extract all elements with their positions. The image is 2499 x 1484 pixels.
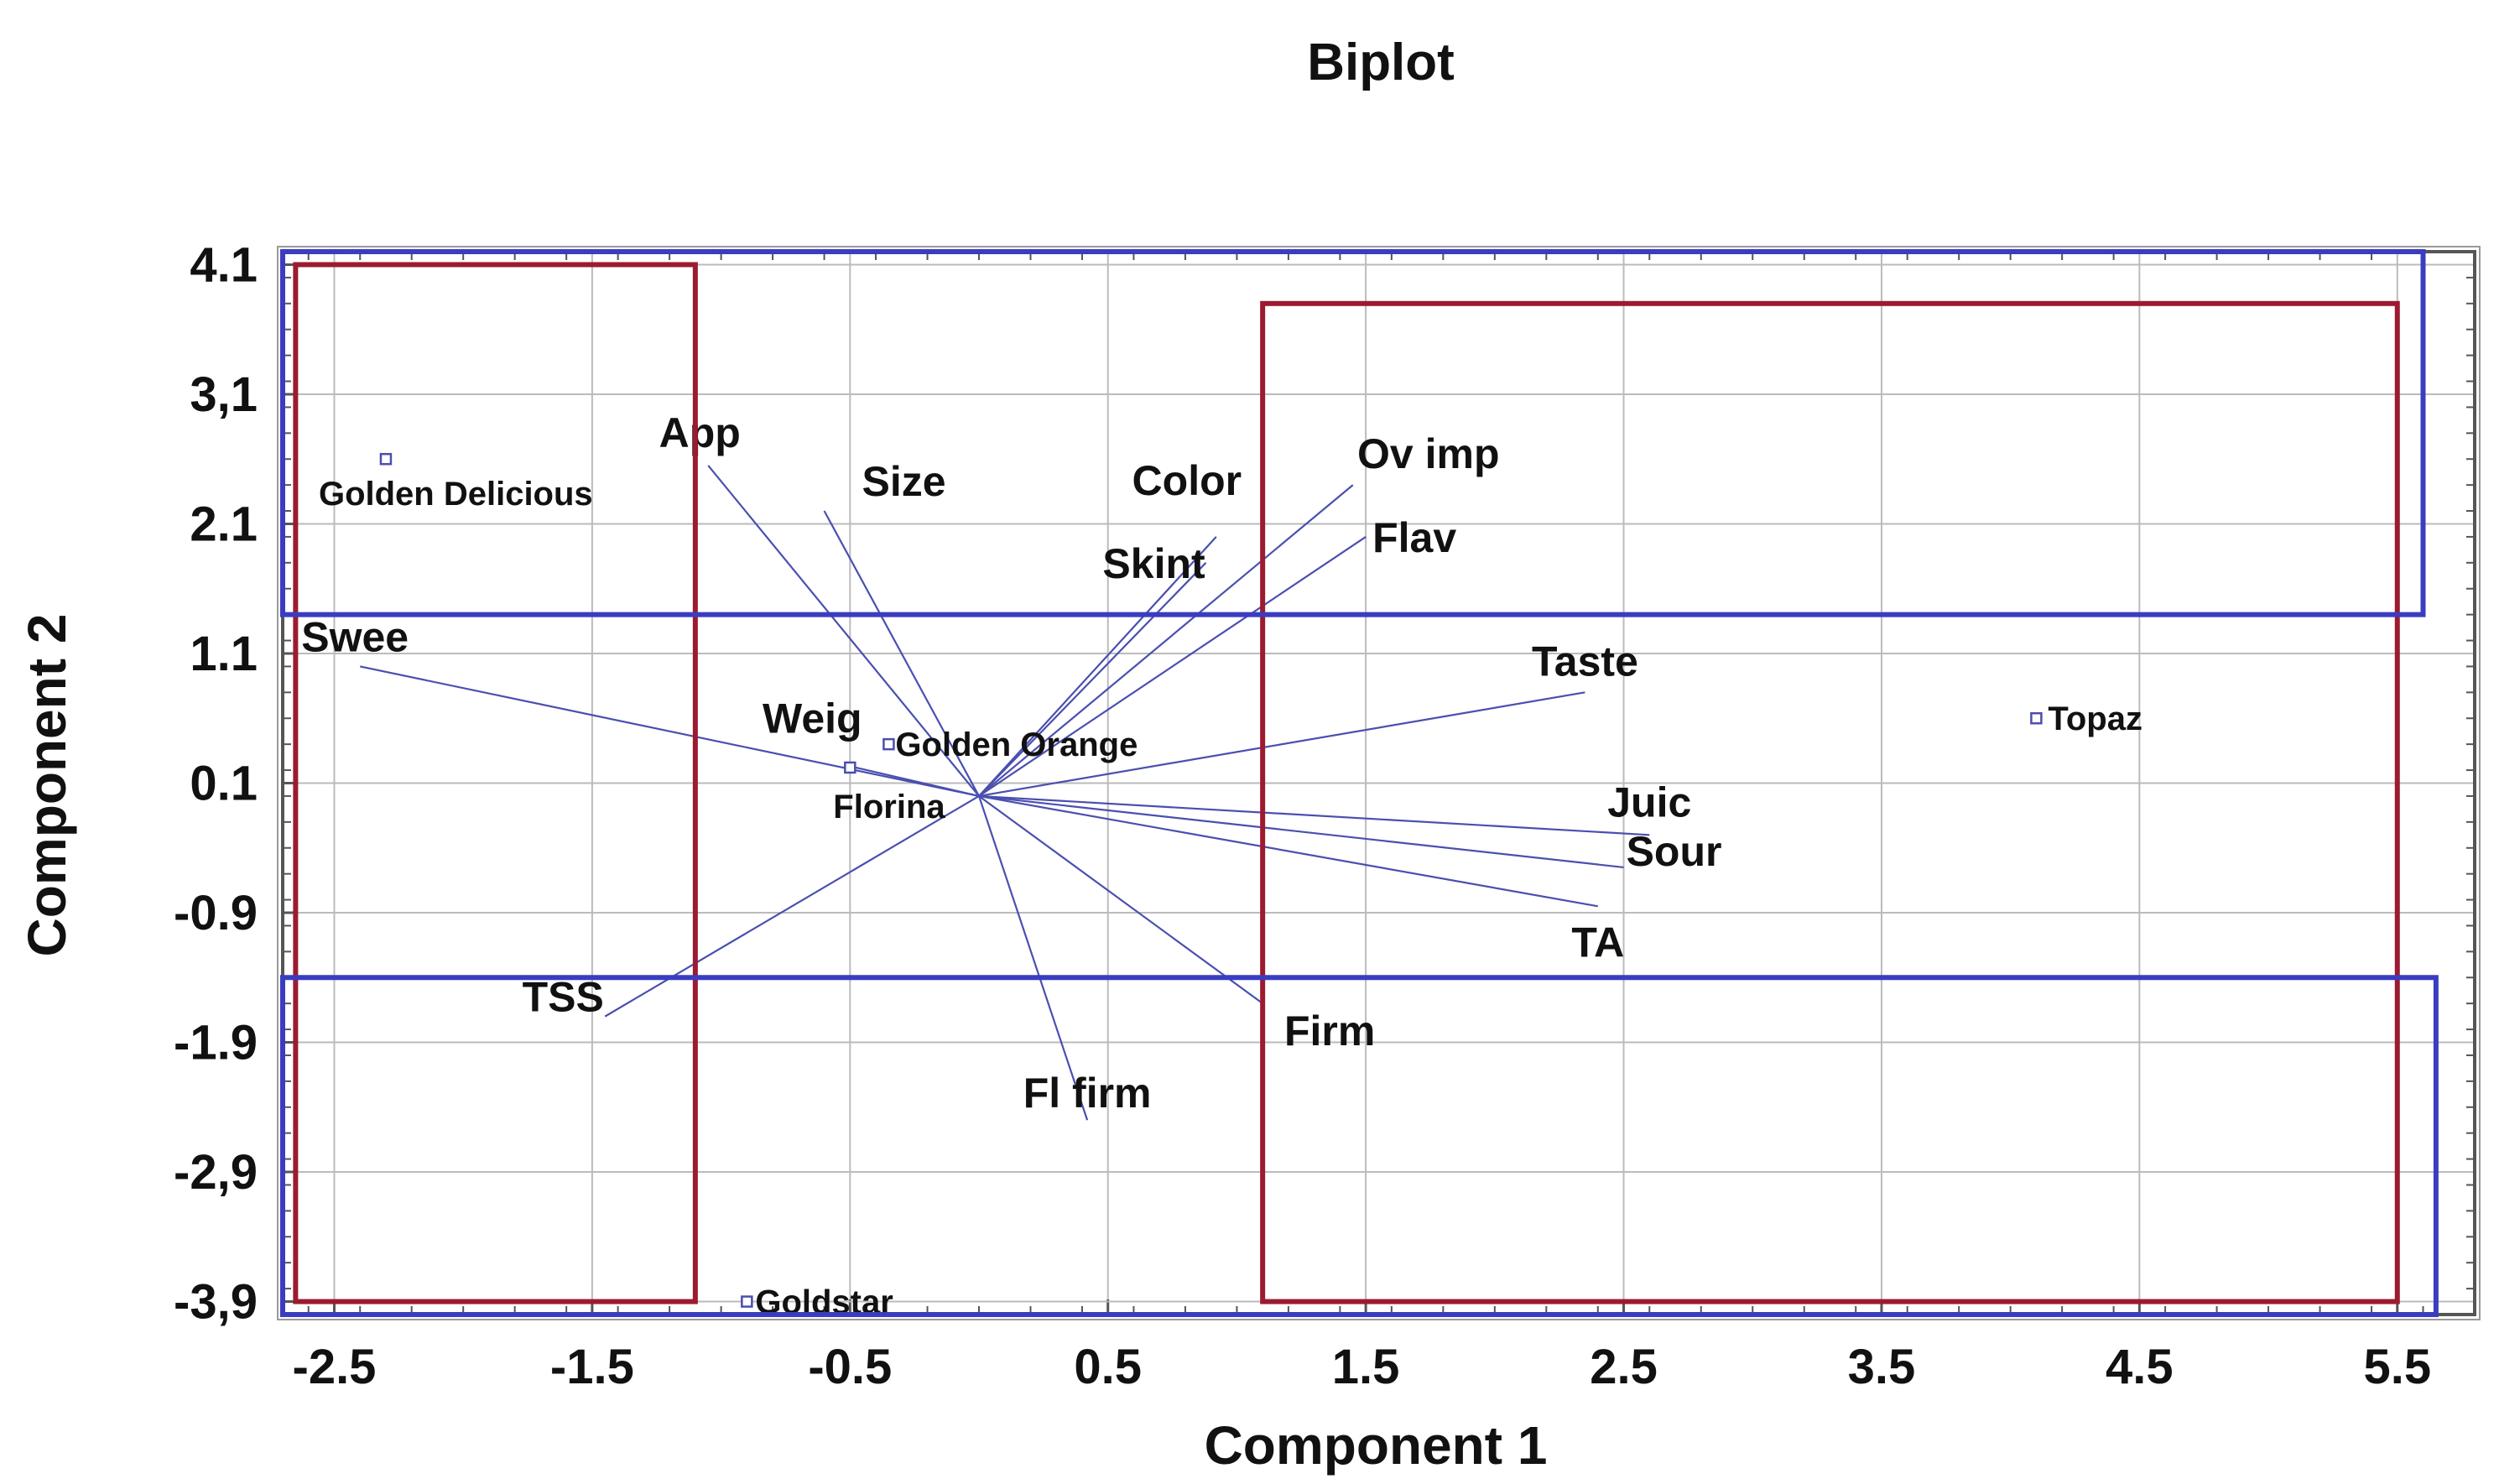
vector-label: Firm [1284,1008,1375,1054]
vector-label: TA [1571,919,1624,966]
vector-line [707,465,980,797]
plot-area: -2.5 -1.5 -0.5 0.5 1.5 2.5 3.5 4.5 5.5 4.1 3,1 2.1 1… [174,237,2481,1394]
group-rectangle [280,975,2439,1318]
x-tick-label: 0.5 [1074,1340,1142,1394]
vector-line [978,484,1354,797]
x-tick-label: 5.5 [2363,1340,2431,1394]
y-axis-title: Component 2 [17,614,77,957]
x-tick-label: -1.5 [550,1340,634,1394]
vector-line [850,765,980,798]
x-tick-label: -2.5 [293,1340,377,1394]
observation-point [379,452,393,466]
point-label: Florina [833,789,945,825]
point-label: Topaz [2048,700,2142,737]
x-tick-label: -0.5 [808,1340,892,1394]
point-label: Golden Delicious [319,476,593,513]
observation-point [2030,711,2043,725]
observation-point [844,761,856,774]
vector-label: Sour [1627,828,1722,875]
observation-point [882,737,895,751]
vector-line [978,536,1217,797]
x-axis-title: Component 1 [1205,1415,1548,1476]
vector-label: Size [862,458,946,505]
y-tick-label: 0.1 [190,757,258,811]
vector-label: Ov imp [1357,430,1499,477]
vector-label: Fl firm [1023,1070,1152,1117]
vector-line [359,665,980,798]
vector-line [977,795,1089,1121]
vector-line [978,794,1650,836]
y-tick-label: 3,1 [190,367,258,422]
chart-title: Biplot [1307,34,1455,91]
y-tick-label: 2.1 [190,497,258,551]
y-tick-label: 1.1 [190,627,258,681]
vector-line [823,510,980,797]
y-tick-label: -2,9 [174,1145,258,1200]
x-tick-label: 2.5 [1590,1340,1658,1394]
vector-line [978,691,1585,798]
x-tick-label: 4.5 [2106,1340,2174,1394]
observation-point [741,1295,753,1308]
x-tick-label: 1.5 [1332,1340,1400,1394]
vector-label: Skint [1102,540,1205,587]
x-tick-label: 3.5 [1848,1340,1916,1394]
y-tick-label: -0.9 [174,886,258,940]
vector-line [978,794,1598,908]
vector-line [978,794,1624,869]
vector-line [978,795,1263,1005]
vector-label: Taste [1532,638,1638,685]
y-tick-label: -1.9 [174,1016,258,1070]
y-tick-label: 4.1 [190,237,258,292]
vector-label: Juic [1607,778,1691,825]
group-rectangle [280,249,2426,617]
plot-frame-outer [277,246,2481,1320]
vector-label: App [659,409,741,456]
vector-label: TSS [523,974,604,1021]
vector-label: Swee [301,613,409,660]
vector-line [978,536,1367,797]
group-rectangle [1260,300,2400,1304]
y-tick-label: -3,9 [174,1275,258,1330]
group-rectangle [293,262,698,1304]
vector-label: Weig [763,695,862,742]
vector-label: Flav [1372,514,1456,561]
point-label: Golden Orange [895,726,1138,763]
vector-label: Color [1132,457,1242,504]
vector-line [978,562,1207,797]
